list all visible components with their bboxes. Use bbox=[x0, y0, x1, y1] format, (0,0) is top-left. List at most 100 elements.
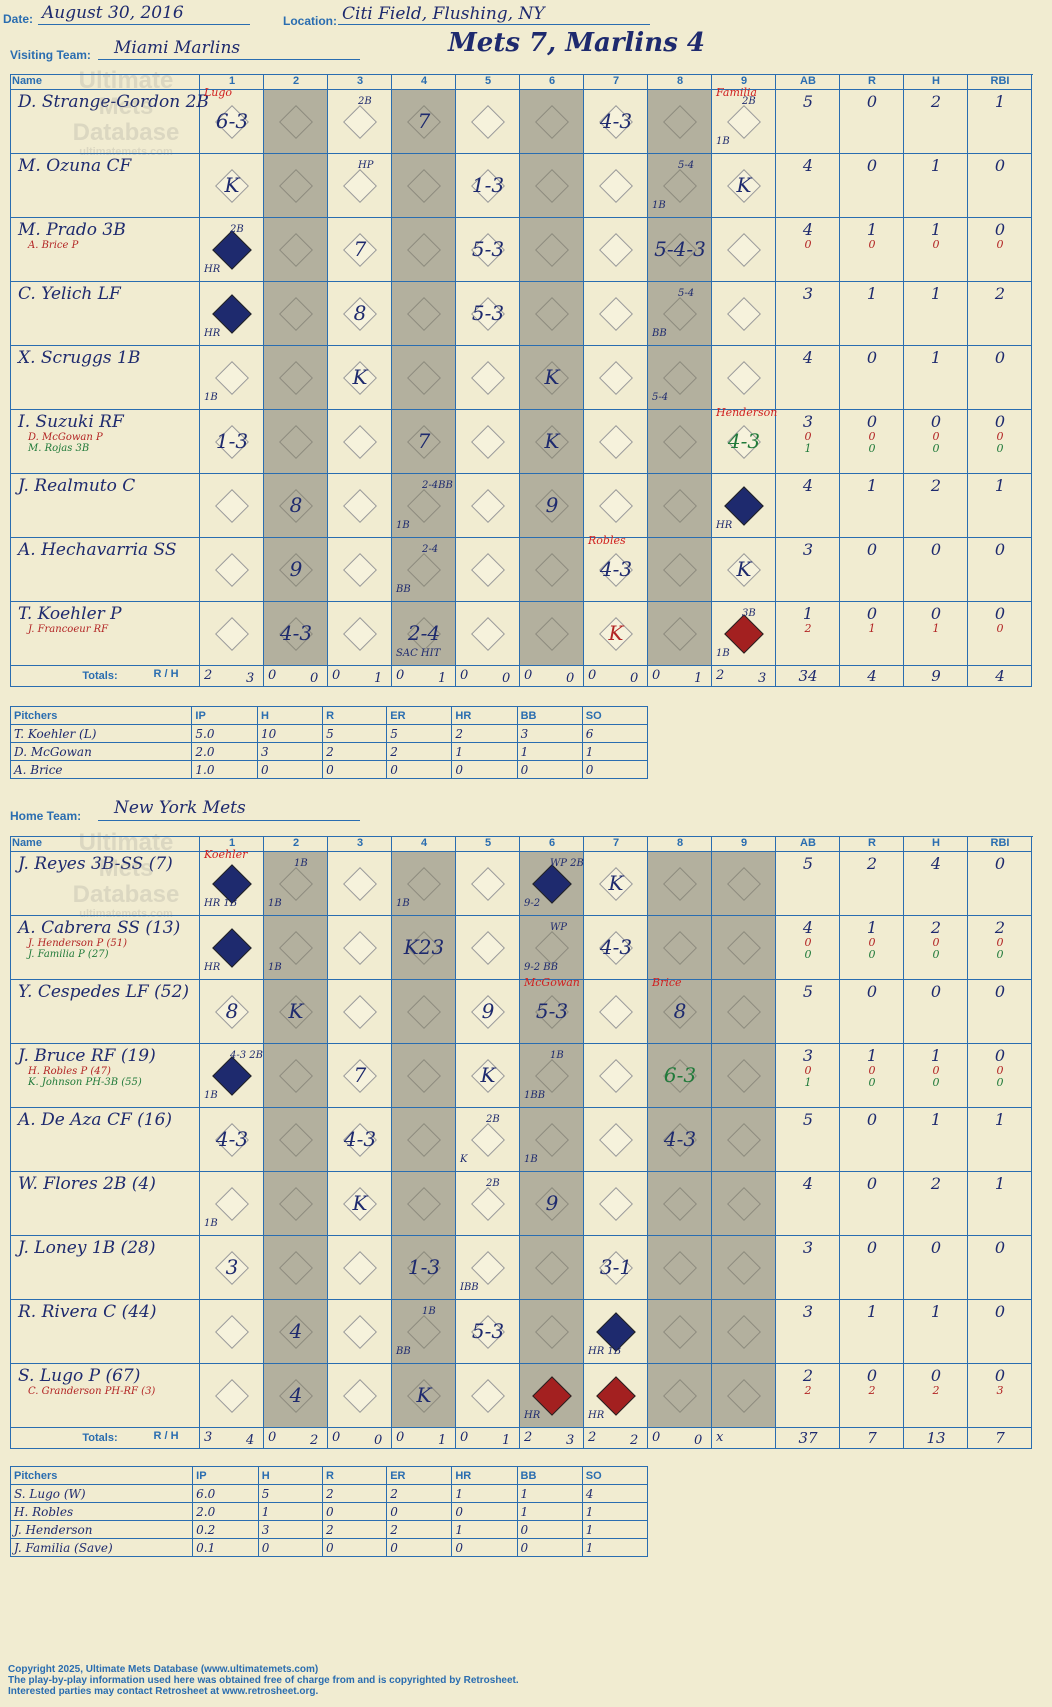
play-result: 4-3 bbox=[343, 1127, 377, 1151]
pitching-header: IP bbox=[192, 1466, 259, 1485]
batter-name: Y. Cespedes LF (52) bbox=[18, 982, 190, 1002]
header-cell bbox=[968, 836, 1032, 852]
play-note: 2B bbox=[742, 96, 756, 107]
play-result: K bbox=[480, 1063, 496, 1087]
play-result: K bbox=[416, 1383, 432, 1407]
play-result: K bbox=[544, 365, 560, 389]
inning-hits: 2 bbox=[310, 1433, 319, 1448]
inning-header-7: 7 bbox=[612, 75, 620, 87]
rh-label: R / H bbox=[153, 668, 179, 680]
play-note: HR 1B bbox=[588, 1346, 622, 1357]
play-note: 5-4 bbox=[652, 392, 669, 403]
stat-cell bbox=[968, 916, 1032, 980]
stat-total-cell bbox=[968, 1428, 1032, 1449]
inning-header-8: 8 bbox=[676, 75, 684, 87]
inning-cell bbox=[200, 346, 264, 410]
play-note: 1B bbox=[204, 1218, 218, 1229]
batter-stat: 0 bbox=[866, 156, 878, 175]
pitching-header: ER bbox=[386, 706, 453, 725]
stat-header-ab: AB bbox=[800, 837, 816, 849]
stat-cell bbox=[840, 538, 904, 602]
stat-cell bbox=[840, 346, 904, 410]
inning-cell bbox=[456, 282, 520, 346]
play-note: IBB bbox=[460, 1282, 479, 1293]
header-cell bbox=[456, 836, 520, 852]
stat-cell bbox=[904, 410, 968, 474]
pitching-header: Pitchers bbox=[9, 1466, 194, 1485]
inning-cell bbox=[712, 154, 776, 218]
play-note: 5-4 bbox=[678, 288, 695, 299]
inning-runs: x bbox=[716, 1430, 724, 1445]
inning-total-cell bbox=[648, 1428, 712, 1449]
inning-cell bbox=[712, 602, 776, 666]
batter-stat: 0 bbox=[930, 540, 942, 559]
play-result: 5-3 bbox=[471, 1319, 505, 1343]
play-note: HR bbox=[716, 520, 733, 531]
play-note: 2-4 bbox=[422, 544, 439, 555]
play-note: 2B bbox=[486, 1178, 500, 1189]
stat-cell bbox=[968, 1108, 1032, 1172]
inning-cell bbox=[456, 474, 520, 538]
batter-stat: 1 bbox=[994, 476, 1006, 495]
pitcher-stat: 0 bbox=[451, 760, 518, 779]
pitching-header: BB bbox=[516, 706, 583, 725]
batter-stat: 0 bbox=[994, 156, 1006, 175]
inning-cell bbox=[584, 90, 648, 154]
pitcher-stat: 1 bbox=[581, 1520, 649, 1539]
inning-cell bbox=[328, 916, 392, 980]
stat-cell bbox=[904, 1364, 968, 1428]
header-cell bbox=[584, 836, 648, 852]
inning-cell bbox=[584, 1172, 648, 1236]
pitcher-change-note: Brice bbox=[652, 976, 682, 989]
batter-stat: 2 bbox=[866, 854, 878, 873]
play-result: 6-3 bbox=[663, 1063, 697, 1087]
visiting-team: Miami Marlins bbox=[114, 38, 241, 58]
inning-cell bbox=[520, 1172, 584, 1236]
batter-stat: 5 bbox=[802, 1110, 814, 1129]
play-note: SAC HIT bbox=[396, 648, 441, 659]
play-result: 8 bbox=[225, 999, 239, 1023]
stat-cell bbox=[968, 474, 1032, 538]
inning-header-6: 6 bbox=[548, 75, 556, 87]
inning-header-8: 8 bbox=[676, 837, 684, 849]
batter-cell bbox=[10, 282, 200, 346]
inning-total-cell bbox=[264, 1428, 328, 1449]
pitcher-stat: 1 bbox=[516, 1502, 583, 1521]
pitcher-stat: J. Familia (Save) bbox=[9, 1538, 194, 1557]
inning-cell bbox=[328, 218, 392, 282]
stat-cell bbox=[840, 1044, 904, 1108]
inning-cell bbox=[200, 602, 264, 666]
inning-cell bbox=[584, 474, 648, 538]
batter-stat: 1 bbox=[994, 92, 1006, 111]
stat-cell bbox=[968, 538, 1032, 602]
inning-runs: 0 bbox=[652, 1430, 661, 1445]
batter-cell bbox=[10, 538, 200, 602]
inning-total-cell bbox=[648, 666, 712, 687]
batter-stat: 0 bbox=[994, 540, 1006, 559]
inning-cell bbox=[200, 154, 264, 218]
inning-header-2: 2 bbox=[292, 75, 300, 87]
pitcher-stat: 2 bbox=[321, 1520, 388, 1539]
inning-cell bbox=[584, 1044, 648, 1108]
totals-label: Totals: bbox=[82, 1432, 118, 1444]
stat-cell bbox=[776, 852, 840, 916]
header-cell bbox=[200, 836, 264, 852]
pitcher-stat: 1 bbox=[516, 742, 583, 761]
play-note: K bbox=[460, 1154, 468, 1165]
play-result: 9 bbox=[481, 999, 495, 1023]
inning-cell bbox=[328, 1108, 392, 1172]
inning-cell bbox=[456, 1172, 520, 1236]
play-note: 1B bbox=[524, 1154, 538, 1165]
header-cell bbox=[264, 836, 328, 852]
pitcher-stat: J. Henderson bbox=[9, 1520, 194, 1539]
play-result: 5-3 bbox=[535, 999, 569, 1023]
game-result: Mets 7, Marlins 4 bbox=[448, 28, 705, 58]
substitute-name: C. Granderson PH-RF (3) bbox=[28, 1386, 156, 1397]
play-result: 8 bbox=[289, 493, 303, 517]
inning-runs: 0 bbox=[332, 668, 341, 683]
play-note: HP bbox=[358, 160, 374, 171]
play-note: 1B bbox=[716, 648, 730, 659]
play-result: K23 bbox=[403, 935, 445, 959]
